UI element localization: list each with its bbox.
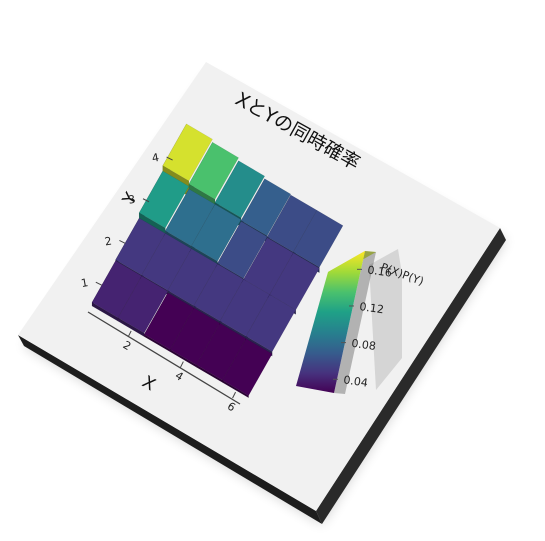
x-tick-mark (232, 391, 236, 399)
bar-top (117, 275, 169, 334)
bar-x6-y1 (222, 337, 273, 399)
bar-x1-y1 (91, 259, 143, 322)
x-tick-mark (127, 330, 132, 338)
y-tick-mark (142, 198, 150, 203)
x-tick-mark (179, 361, 184, 368)
card-edge-right (316, 228, 506, 524)
bar-grid (91, 122, 344, 399)
bar-x3-y1 (143, 291, 195, 353)
bar-top (138, 170, 190, 229)
y-tick-label: 2 (104, 234, 113, 248)
colorbar-side (334, 251, 376, 394)
x-axis-line (87, 311, 241, 405)
colorbar-gradient (296, 251, 365, 393)
y-tick-label: 4 (151, 151, 160, 165)
bar-top (217, 221, 268, 279)
colorbar-shadow (369, 249, 402, 390)
colorbar-ticks: 0.04 0.08 0.12 0.16 (333, 263, 393, 390)
bar-top (269, 252, 320, 311)
bar-x5-y1 (196, 322, 247, 383)
bar-top (240, 178, 292, 237)
y-tick-mark (119, 240, 126, 244)
y-tick-label: 3 (127, 193, 136, 207)
y-tick-mark (95, 281, 103, 286)
bar-x2-y1 (117, 275, 169, 338)
y-tick-mark (166, 156, 173, 161)
bar-top (188, 141, 239, 200)
bar-x1-y3 (138, 170, 190, 239)
y-tick-label: 1 (80, 276, 89, 290)
colorbar-tick-label: 0.16 (367, 263, 393, 279)
colorbar-tick-label: 0.12 (359, 300, 385, 316)
bar-top (245, 294, 297, 352)
colorbar-tick-label: 0.04 (343, 373, 369, 389)
bar-top (214, 160, 266, 219)
colorbar-tick-label: 0.08 (351, 337, 377, 353)
bar-top (162, 123, 213, 182)
bar-x4-y1 (169, 306, 221, 368)
bar-top (191, 203, 242, 262)
bar-top (292, 209, 344, 268)
bar-top (222, 338, 273, 396)
card-edge-left (18, 335, 322, 524)
